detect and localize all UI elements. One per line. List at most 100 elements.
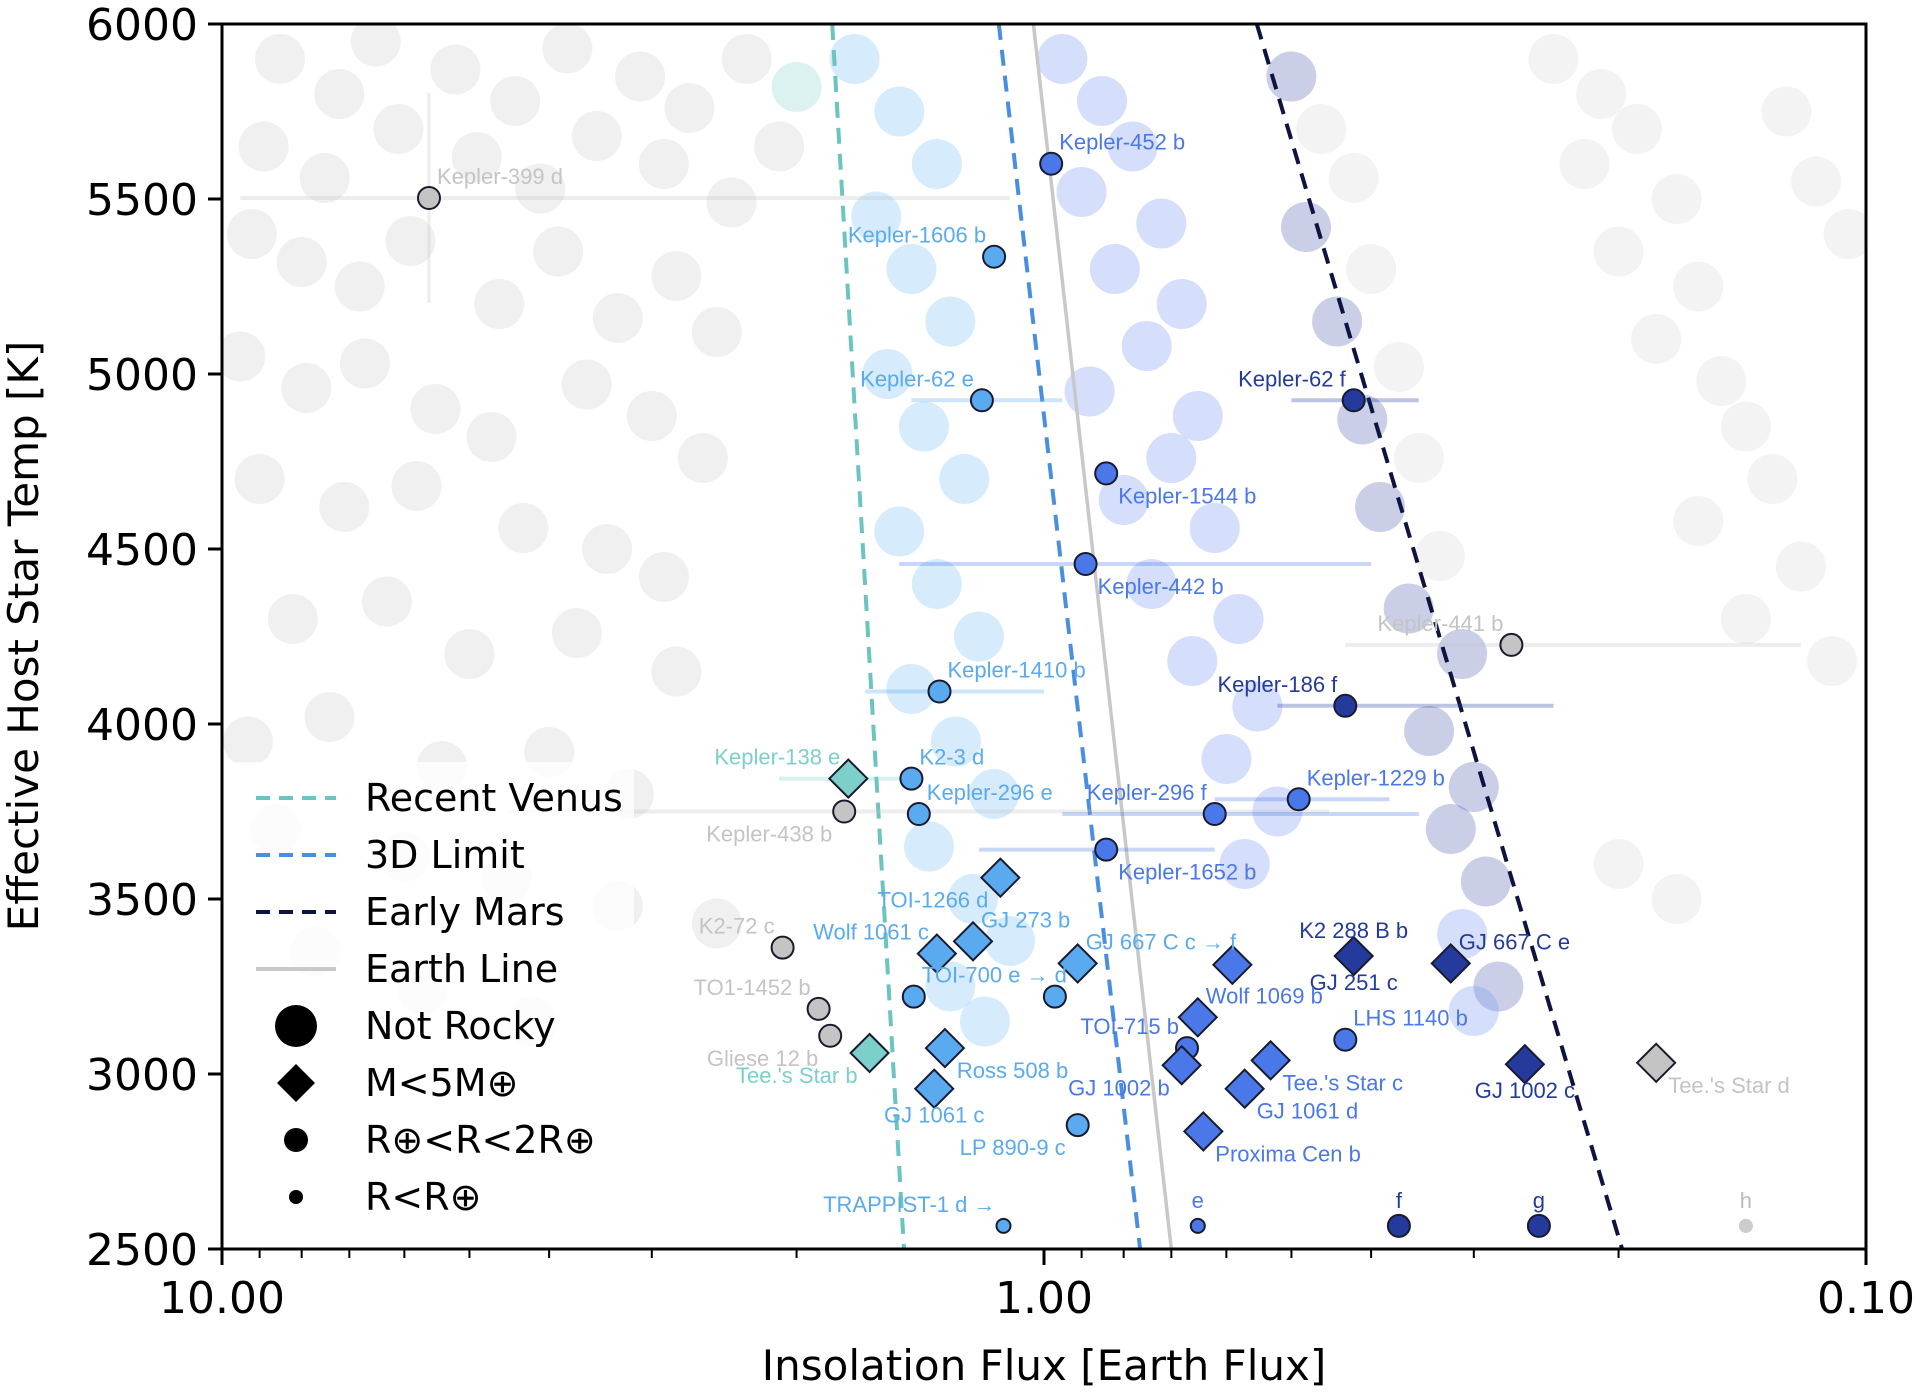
background-planet-point xyxy=(350,24,401,67)
background-planet-point xyxy=(691,898,742,949)
background-planet-point xyxy=(1156,279,1207,329)
planet-marker-circle xyxy=(832,799,857,824)
planet-label: Kepler-62 f xyxy=(1238,366,1347,391)
background-planet-point xyxy=(1146,433,1197,483)
background-planet-point xyxy=(898,401,949,452)
background-planet-point xyxy=(925,961,976,1012)
planet-marker-circle xyxy=(1094,837,1119,862)
background-planet-point xyxy=(959,996,1010,1047)
background-planet-point xyxy=(314,69,365,119)
background-planet-point xyxy=(911,559,962,609)
background-planet-point xyxy=(385,216,436,266)
labeled-planets xyxy=(417,151,1753,1238)
background-planet-point xyxy=(651,646,702,697)
background-planet-point xyxy=(451,132,502,182)
background-planet-point xyxy=(1720,401,1771,452)
planet-label: GJ 1002 c xyxy=(1475,1078,1575,1103)
planet-marker-diamond xyxy=(1250,1039,1292,1081)
background-planet-point xyxy=(1807,636,1857,686)
background-planet-point xyxy=(1673,496,1724,546)
planet-marker-diamond xyxy=(1182,1110,1224,1152)
planet-label: TOI-715 b xyxy=(1080,1014,1179,1039)
y-tick-label: 4000 xyxy=(86,700,198,751)
planet-marker-circle xyxy=(899,766,924,791)
planet-marker-circle xyxy=(1189,1217,1206,1234)
planet-label: GJ 1061 d xyxy=(1257,1099,1359,1124)
background-planet-point xyxy=(533,226,584,277)
y-tick-label: 2500 xyxy=(86,1225,198,1276)
planet-marker-diamond xyxy=(1211,944,1253,986)
background-planet-point xyxy=(948,874,998,924)
background-planet-point xyxy=(925,296,976,347)
planet-marker-diamond xyxy=(849,1032,890,1074)
background-planet-point xyxy=(721,34,772,84)
legend-label: Early Mars xyxy=(365,890,565,934)
planet-marker-circle xyxy=(1286,787,1311,812)
x-axis: 10.00 1.00 0.10 xyxy=(159,1249,1915,1324)
background-planet-point xyxy=(1576,69,1627,119)
background-planet-point xyxy=(1167,636,1218,686)
planet-label: e xyxy=(1192,1188,1204,1213)
background-planet-point xyxy=(1448,986,1499,1036)
planet-marker-diamond xyxy=(913,1068,955,1110)
background-planet-point xyxy=(238,121,289,172)
background-planet-point xyxy=(276,237,327,287)
background-planet-point xyxy=(1312,296,1363,347)
background-planet-point xyxy=(904,821,954,872)
background-planet-point xyxy=(874,86,925,137)
planet-label: GJ 1061 c xyxy=(884,1103,984,1128)
legend-label: 3D Limit xyxy=(365,833,525,877)
planet-label: GJ 667 C c → f xyxy=(1086,929,1237,954)
planet-label: TO1-1452 b xyxy=(694,975,811,1000)
planet-marker-circle xyxy=(818,1023,843,1048)
planet-label: Ross 508 b xyxy=(957,1058,1068,1083)
background-planet-point xyxy=(1089,244,1140,294)
planet-marker-circle xyxy=(1386,1213,1411,1238)
planet-label: Wolf 1069 b xyxy=(1206,983,1323,1008)
boundary-line-early-mars xyxy=(1254,24,1625,1249)
legend-label: Recent Venus xyxy=(365,776,623,820)
legend-label: R⊕<R<2R⊕ xyxy=(365,1118,596,1162)
background-planet-point xyxy=(638,552,689,602)
background-planet-point xyxy=(1219,839,1270,889)
background-planet-point xyxy=(1201,734,1252,784)
background-planet-point xyxy=(1593,839,1644,889)
y-tick-label: 3500 xyxy=(86,875,198,926)
planet-label: Tee.'s Star d xyxy=(1668,1073,1790,1098)
background-planet-point xyxy=(1393,433,1444,483)
planet-marker-diamond xyxy=(1057,942,1099,984)
background-planet-point xyxy=(677,433,728,483)
background-planet-point xyxy=(939,454,990,504)
background-planet-point xyxy=(299,153,350,203)
background-planet-point xyxy=(1172,391,1223,441)
background-planet-point xyxy=(551,608,602,658)
legend-label: Earth Line xyxy=(365,947,558,991)
planet-marker-diamond xyxy=(1635,1042,1677,1084)
planet-marker-circle xyxy=(982,244,1007,269)
planet-label: f xyxy=(1396,1188,1403,1213)
y-tick-label: 3000 xyxy=(86,1050,198,1101)
planet-marker-diamond xyxy=(916,933,958,975)
background-planet-point xyxy=(234,454,285,504)
planet-marker-circle xyxy=(1042,984,1067,1009)
background-population xyxy=(222,24,1866,1047)
planet-label: Kepler-1229 b xyxy=(1307,765,1445,790)
background-planet-point xyxy=(430,44,481,95)
background-planet-point xyxy=(1559,139,1610,189)
planet-label: Kepler-296 e xyxy=(927,780,1053,805)
planet-label: TRAPPIST-1 d → xyxy=(823,1192,995,1217)
planet-marker-circle xyxy=(1065,1113,1090,1138)
background-planet-point xyxy=(1328,153,1379,203)
planet-label: LP 890-9 c xyxy=(960,1135,1066,1160)
legend-label: Not Rocky xyxy=(365,1004,556,1048)
y-tick-label: 4500 xyxy=(86,525,198,576)
background-planet-point xyxy=(1823,209,1866,259)
background-planet-point xyxy=(1761,86,1812,137)
legend-circle-marker xyxy=(289,1190,303,1204)
planet-label: Tee.'s Star b xyxy=(736,1063,858,1088)
background-planet-point xyxy=(1747,454,1798,504)
legend-diamond-marker xyxy=(277,1064,315,1102)
planet-label: GJ 251 c xyxy=(1310,970,1398,995)
background-planet-point xyxy=(1346,244,1397,294)
planet-label: Kepler-399 d xyxy=(437,164,563,189)
